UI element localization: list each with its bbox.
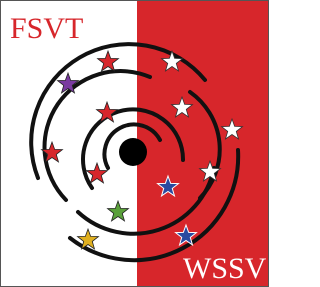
left-text: FSVT [10,12,83,45]
center-dot [119,138,147,166]
right-text: WSSV [183,252,267,285]
red-half [137,1,268,286]
logo: FSVT WSSV [0,0,269,287]
